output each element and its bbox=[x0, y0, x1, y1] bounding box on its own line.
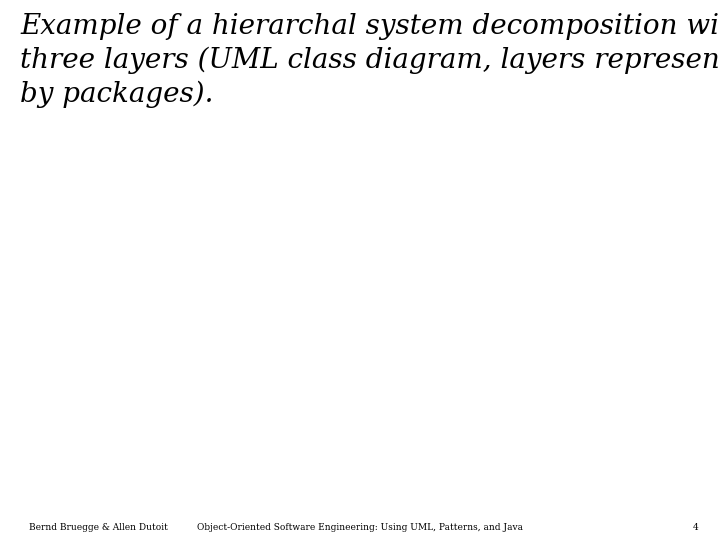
Text: 4: 4 bbox=[693, 523, 698, 532]
Text: Example of a hierarchal system decomposition with
three layers (UML class diagra: Example of a hierarchal system decomposi… bbox=[20, 14, 720, 108]
Text: Object-Oriented Software Engineering: Using UML, Patterns, and Java: Object-Oriented Software Engineering: Us… bbox=[197, 523, 523, 532]
Text: Bernd Bruegge & Allen Dutoit: Bernd Bruegge & Allen Dutoit bbox=[29, 523, 168, 532]
